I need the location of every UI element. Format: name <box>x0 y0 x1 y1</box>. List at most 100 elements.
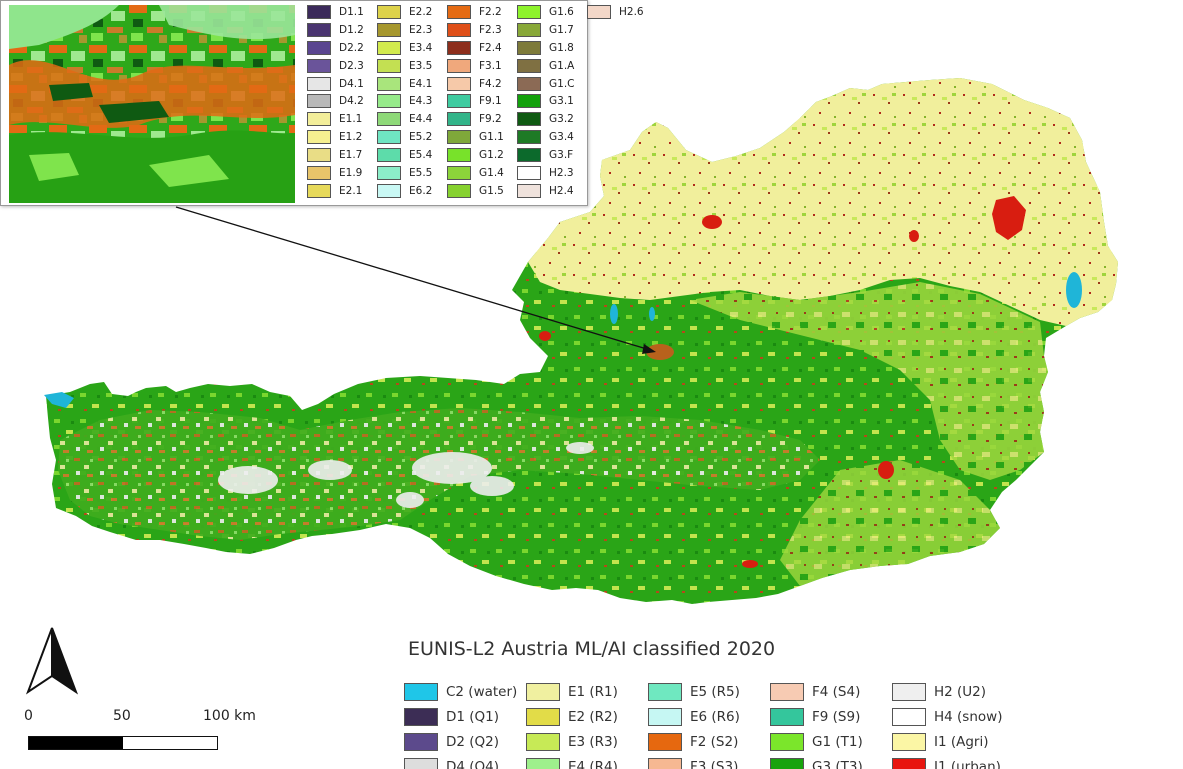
legend-label: I1 (urban) <box>934 758 1001 769</box>
inset-legend-swatch <box>517 165 541 180</box>
inset-map <box>9 5 295 203</box>
inset-legend-label: G1.5 <box>479 184 504 197</box>
scale-label-100: 100 km <box>203 708 256 724</box>
inset-legend-label: D4.2 <box>339 95 364 108</box>
inset-legend-item: G1.2 <box>447 146 517 164</box>
legend-label: C2 (water) <box>446 683 518 700</box>
legend-item: F9 (S9) <box>770 704 892 729</box>
inset-legend-swatch <box>307 40 331 55</box>
inset-legend-swatch <box>517 58 541 73</box>
inset-legend-item: G1.1 <box>447 128 517 146</box>
legend-swatch <box>648 682 682 701</box>
inset-legend-label: H2.6 <box>619 5 644 18</box>
legend-item: C2 (water) <box>404 679 526 704</box>
inset-legend-swatch <box>377 40 401 55</box>
legend-swatch <box>404 732 438 751</box>
legend-item: G1 (T1) <box>770 729 892 754</box>
inset-panel: D1.1 D1.2 D2.2 D2.3 D4.1 D4.2 E1.1 E1.2 E1.7 E1.9… <box>0 0 644 206</box>
vienna <box>992 196 1026 240</box>
legend-swatch <box>526 682 560 701</box>
inset-legend-swatch <box>307 112 331 127</box>
legend-item: F4 (S4) <box>770 679 892 704</box>
inset-legend-swatch <box>307 183 331 198</box>
inset-legend-item: E1.2 <box>307 128 377 146</box>
inset-legend-swatch <box>517 76 541 91</box>
inset-legend-label: F9.2 <box>479 113 502 126</box>
inset-legend-item: E5.5 <box>377 164 447 182</box>
inset-legend-label: G1.6 <box>549 5 574 18</box>
legend-swatch <box>770 732 804 751</box>
legend-swatch <box>770 707 804 726</box>
inset-legend-swatch <box>447 58 471 73</box>
inset-legend-label: G1.8 <box>549 41 574 54</box>
klagenfurt <box>742 560 758 568</box>
inset-legend-label: E2.2 <box>409 5 433 18</box>
inset-legend-item: G3.2 <box>517 110 587 128</box>
inset-legend-item: G3.F <box>517 146 587 164</box>
legend-item: I1 (Agri) <box>892 729 1014 754</box>
legend-label: E1 (R1) <box>568 683 618 700</box>
legend-label: D2 (Q2) <box>446 733 500 750</box>
inset-legend-item: E4.3 <box>377 92 447 110</box>
inset-legend-item: E1.1 <box>307 110 377 128</box>
inset-legend-item: G3.4 <box>517 128 587 146</box>
inset-legend-item: E2.3 <box>377 21 447 39</box>
inset-legend: D1.1 D1.2 D2.2 D2.3 D4.1 D4.2 E1.1 E1.2 E1.7 E1.9… <box>307 1 644 205</box>
linz <box>702 215 722 229</box>
inset-legend-item: G1.4 <box>447 164 517 182</box>
legend-label: E3 (R3) <box>568 733 618 750</box>
inset-legend-swatch <box>307 148 331 163</box>
inset-legend-label: E4.4 <box>409 113 433 126</box>
inset-legend-swatch <box>517 112 541 127</box>
inset-legend-swatch <box>447 183 471 198</box>
inset-legend-swatch <box>377 112 401 127</box>
inset-legend-item: E4.1 <box>377 75 447 93</box>
main-legend: C2 (water) D1 (Q1) D2 (Q2) D4 (Q4) E1 (R1) E2… <box>404 679 1044 769</box>
inset-legend-label: F2.3 <box>479 23 502 36</box>
inset-legend-item: G1.C <box>517 75 587 93</box>
legend-label: G1 (T1) <box>812 733 863 750</box>
inset-legend-swatch <box>447 148 471 163</box>
lake-traunsee <box>649 307 655 321</box>
inset-legend-swatch <box>307 22 331 37</box>
inset-legend-label: F9.1 <box>479 95 502 108</box>
inset-legend-item: F4.2 <box>447 75 517 93</box>
inset-legend-label: D1.1 <box>339 5 364 18</box>
inset-legend-label: G1.1 <box>479 131 504 144</box>
legend-label: F9 (S9) <box>812 708 861 725</box>
inset-legend-label: D1.2 <box>339 23 364 36</box>
inset-legend-item: H2.4 <box>517 182 587 200</box>
inset-legend-swatch <box>377 94 401 109</box>
inset-legend-swatch <box>517 148 541 163</box>
legend-swatch <box>648 732 682 751</box>
legend-swatch <box>526 732 560 751</box>
legend-label: H2 (U2) <box>934 683 987 700</box>
inset-legend-label: D2.3 <box>339 59 364 72</box>
inset-legend-item: F2.4 <box>447 39 517 57</box>
inset-legend-swatch <box>307 4 331 19</box>
inset-legend-label: E2.1 <box>339 184 363 197</box>
st-poelten <box>909 230 919 242</box>
inset-legend-label: E6.2 <box>409 184 433 197</box>
southern-mixed <box>780 460 1000 586</box>
inset-legend-label: E3.4 <box>409 41 433 54</box>
inset-legend-swatch <box>307 58 331 73</box>
inset-legend-label: E1.2 <box>339 131 363 144</box>
inset-legend-label: H2.4 <box>549 184 574 197</box>
inset-legend-swatch <box>377 4 401 19</box>
legend-swatch <box>404 682 438 701</box>
inset-legend-swatch <box>447 130 471 145</box>
legend-label: I1 (Agri) <box>934 733 989 750</box>
legend-label: F2 (S2) <box>690 733 739 750</box>
inset-legend-item: G1.8 <box>517 39 587 57</box>
inset-legend-item: G1.5 <box>447 182 517 200</box>
inset-legend-swatch <box>377 76 401 91</box>
inset-legend-label: E2.3 <box>409 23 433 36</box>
legend-item: E1 (R1) <box>526 679 648 704</box>
legend-item: I1 (urban) <box>892 754 1014 769</box>
inset-legend-label: H2.3 <box>549 166 574 179</box>
legend-label: F4 (S4) <box>812 683 861 700</box>
inset-legend-label: G3.2 <box>549 113 574 126</box>
legend-label: D4 (Q4) <box>446 758 500 769</box>
